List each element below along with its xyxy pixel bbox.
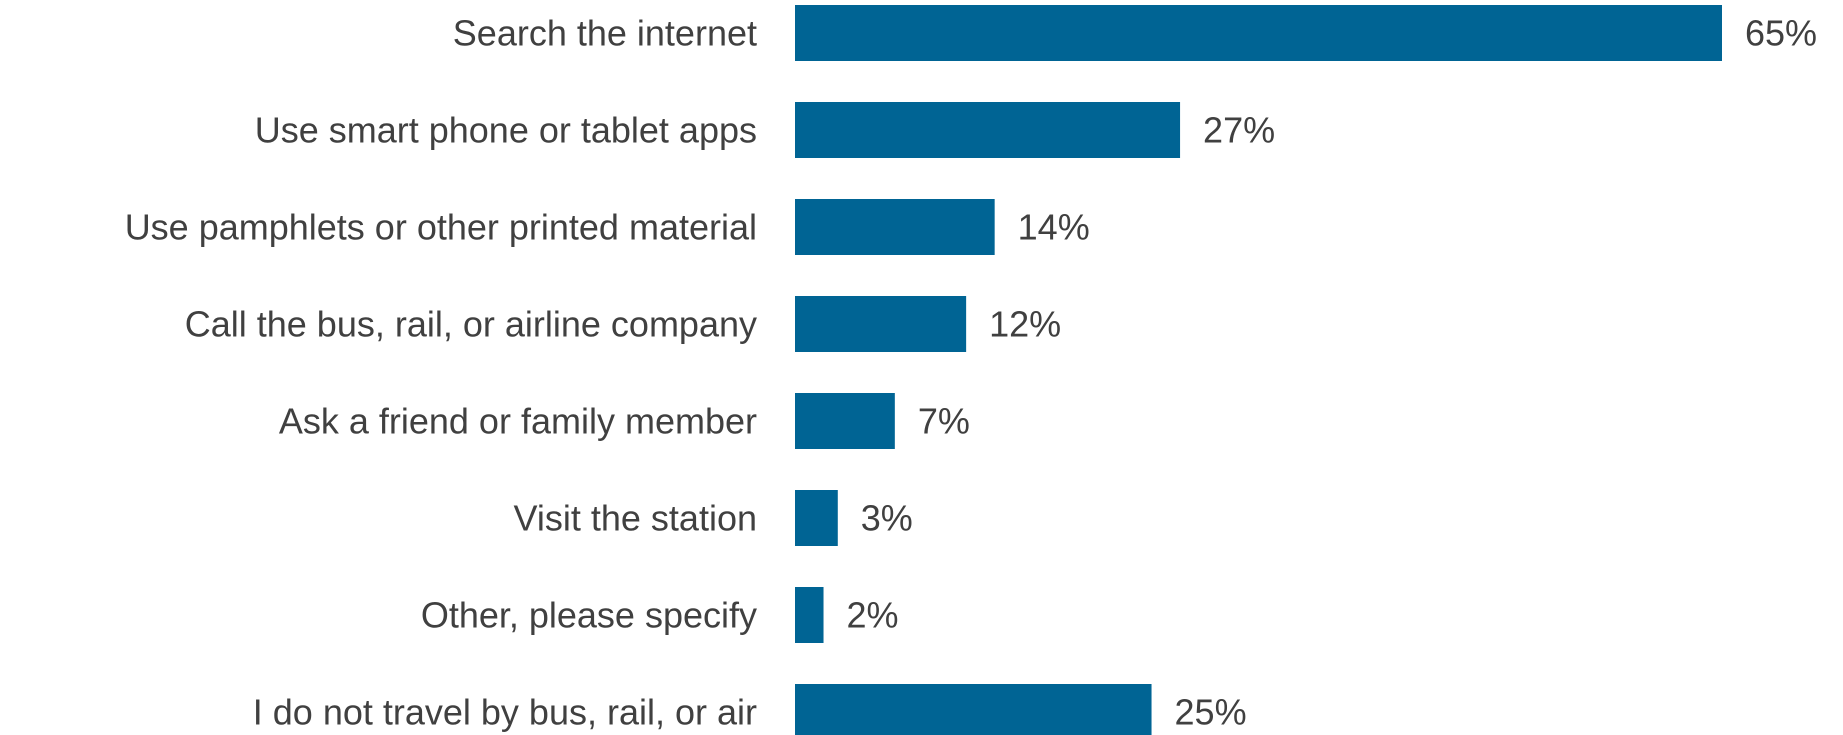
- bar: [795, 393, 895, 449]
- value-label: 14%: [1018, 207, 1090, 248]
- category-label: Use pamphlets or other printed material: [125, 207, 757, 248]
- value-label: 3%: [861, 498, 913, 539]
- category-label: Ask a friend or family member: [279, 401, 757, 442]
- bars-group: [795, 5, 1722, 735]
- value-label: 7%: [918, 401, 970, 442]
- bar: [795, 684, 1152, 735]
- bar: [795, 102, 1181, 158]
- category-label: Use smart phone or tablet apps: [255, 110, 757, 151]
- category-label: Call the bus, rail, or airline company: [185, 304, 757, 345]
- value-label: 2%: [847, 595, 899, 636]
- bar: [795, 296, 967, 352]
- category-label: Visit the station: [514, 498, 757, 539]
- bar: [795, 5, 1722, 61]
- value-labels-group: 65% 27% 14% 12% 7% 3% 2% 25%: [847, 13, 1818, 733]
- bar: [795, 587, 824, 643]
- category-label: Search the internet: [453, 13, 757, 54]
- bar: [795, 490, 838, 546]
- value-label: 27%: [1203, 110, 1275, 151]
- bar: [795, 199, 995, 255]
- value-label: 25%: [1175, 692, 1247, 733]
- value-label: 12%: [989, 304, 1061, 345]
- category-labels-group: Search the internet Use smart phone or ta…: [125, 13, 757, 733]
- value-label: 65%: [1745, 13, 1817, 54]
- category-label: I do not travel by bus, rail, or air: [253, 692, 757, 733]
- category-label: Other, please specify: [421, 595, 757, 636]
